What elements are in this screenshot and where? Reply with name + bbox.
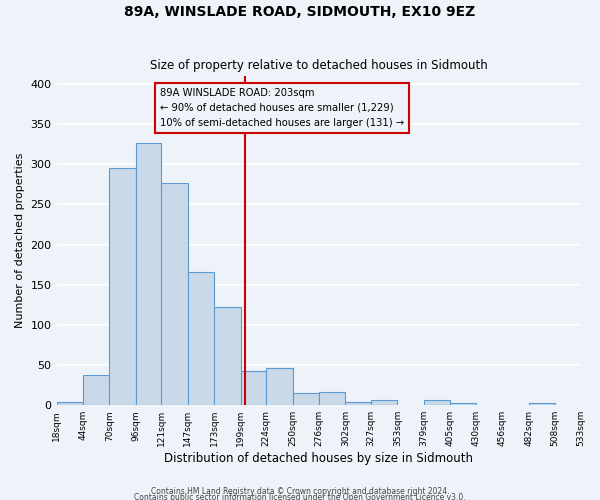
Text: 89A WINSLADE ROAD: 203sqm
← 90% of detached houses are smaller (1,229)
10% of se: 89A WINSLADE ROAD: 203sqm ← 90% of detac…: [160, 88, 404, 128]
Text: Contains public sector information licensed under the Open Government Licence v3: Contains public sector information licen…: [134, 492, 466, 500]
Bar: [214, 307, 241, 405]
Bar: [346, 402, 371, 405]
Bar: [293, 393, 319, 405]
Bar: [424, 400, 450, 405]
Bar: [136, 142, 161, 405]
Title: Size of property relative to detached houses in Sidmouth: Size of property relative to detached ho…: [149, 59, 487, 72]
Text: 89A, WINSLADE ROAD, SIDMOUTH, EX10 9EZ: 89A, WINSLADE ROAD, SIDMOUTH, EX10 9EZ: [124, 5, 476, 19]
X-axis label: Distribution of detached houses by size in Sidmouth: Distribution of detached houses by size …: [164, 452, 473, 465]
Bar: [188, 272, 214, 405]
Bar: [109, 168, 136, 405]
Bar: [450, 403, 476, 405]
Bar: [56, 402, 83, 405]
Bar: [83, 374, 109, 405]
Bar: [241, 370, 266, 405]
Bar: [266, 368, 293, 405]
Text: Contains HM Land Registry data © Crown copyright and database right 2024.: Contains HM Land Registry data © Crown c…: [151, 486, 449, 496]
Bar: [319, 392, 346, 405]
Y-axis label: Number of detached properties: Number of detached properties: [15, 153, 25, 328]
Bar: [161, 183, 188, 405]
Bar: [371, 400, 397, 405]
Bar: [529, 403, 555, 405]
